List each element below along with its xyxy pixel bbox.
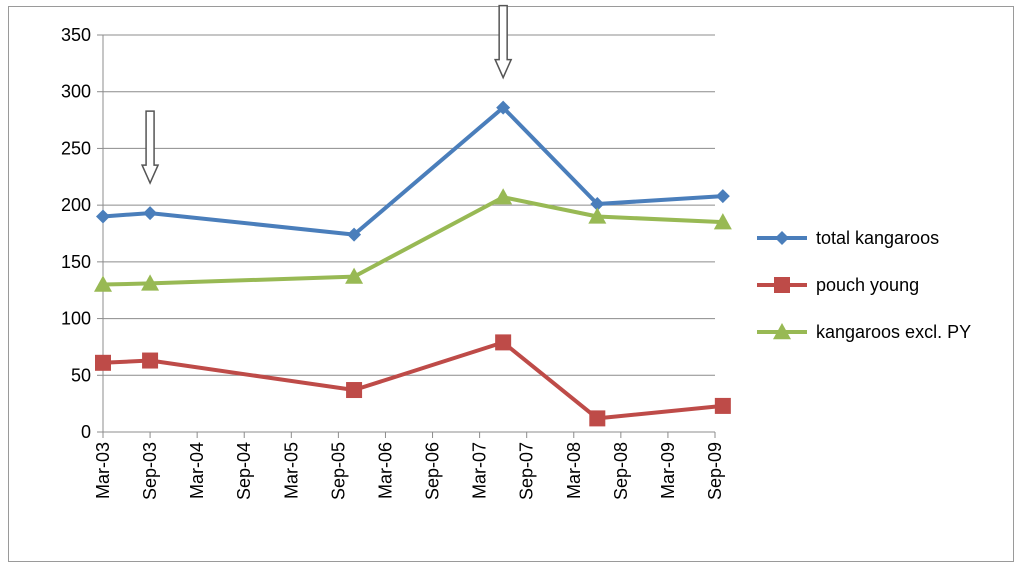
- y-tick-label: 300: [61, 82, 91, 102]
- data-point-triangle: [773, 323, 791, 340]
- legend-label: pouch young: [816, 275, 919, 295]
- x-tick-label: Sep-04: [234, 442, 254, 500]
- data-point-square: [714, 397, 731, 414]
- x-tick-label: Mar-08: [564, 442, 584, 499]
- x-tick-label: Sep-09: [705, 442, 725, 500]
- y-tick-label: 50: [71, 365, 91, 385]
- data-point-square: [774, 277, 790, 293]
- legend-entry: pouch young: [757, 275, 919, 295]
- series-lines: [94, 100, 732, 427]
- x-tick-label: Sep-06: [423, 442, 443, 500]
- data-point-triangle: [713, 213, 732, 230]
- x-tick-label: Mar-04: [187, 442, 207, 499]
- y-tick-label: 200: [61, 195, 91, 215]
- series-square: [95, 334, 731, 427]
- y-tick-label: 250: [61, 138, 91, 158]
- data-point-diamond: [143, 206, 158, 221]
- series-line: [102, 105, 723, 237]
- series-diamond: [96, 100, 730, 242]
- legend-entry: kangaroos excl. PY: [757, 322, 971, 342]
- legend: total kangaroos pouch young kangaroos excl…: [757, 228, 971, 342]
- data-point-square: [495, 334, 512, 351]
- legend-label: kangaroos excl. PY: [816, 322, 971, 342]
- x-tick-label: Sep-03: [140, 442, 160, 500]
- y-tick-label: 100: [61, 309, 91, 329]
- down-arrow-annotation: [493, 4, 513, 80]
- x-tick-label: Sep-07: [517, 442, 537, 500]
- data-point-diamond: [496, 100, 511, 115]
- x-tick-label: Mar-09: [658, 442, 678, 499]
- series-line: [102, 195, 723, 287]
- x-tick-label: Sep-08: [611, 442, 631, 500]
- data-point-triangle: [588, 207, 607, 224]
- legend-entry: total kangaroos: [757, 228, 939, 248]
- annotations: [140, 4, 513, 185]
- x-tick-label: Mar-07: [470, 442, 490, 499]
- data-point-triangle: [141, 274, 160, 291]
- data-point-triangle: [345, 267, 364, 284]
- data-point-diamond: [347, 227, 362, 242]
- x-tick-label: Mar-06: [375, 442, 395, 499]
- data-point-square: [142, 352, 159, 369]
- x-tick-label: Sep-05: [328, 442, 348, 500]
- data-point-square: [95, 354, 111, 371]
- data-point-diamond: [715, 189, 730, 204]
- series-line: [102, 340, 724, 421]
- y-tick-label: 150: [61, 252, 91, 272]
- data-point-triangle: [494, 188, 513, 205]
- data-point-triangle: [94, 275, 112, 292]
- x-tick-label: Mar-03: [93, 442, 113, 499]
- data-point-diamond: [590, 197, 605, 212]
- data-point-diamond: [775, 231, 789, 245]
- data-point-square: [346, 382, 363, 399]
- series-triangle: [94, 188, 732, 292]
- data-point-diamond: [96, 209, 110, 224]
- down-arrow-annotation: [140, 110, 160, 185]
- legend-label: total kangaroos: [816, 228, 939, 248]
- y-tick-label: 0: [81, 422, 91, 442]
- axes: 0 50 100 150 200 250 300 350 Mar-03 Sep-03 Mar-04 S…: [61, 25, 725, 500]
- data-point-square: [589, 410, 606, 427]
- x-tick-label: Mar-05: [281, 442, 301, 499]
- y-tick-label: 350: [61, 25, 91, 45]
- gridlines: [103, 34, 715, 376]
